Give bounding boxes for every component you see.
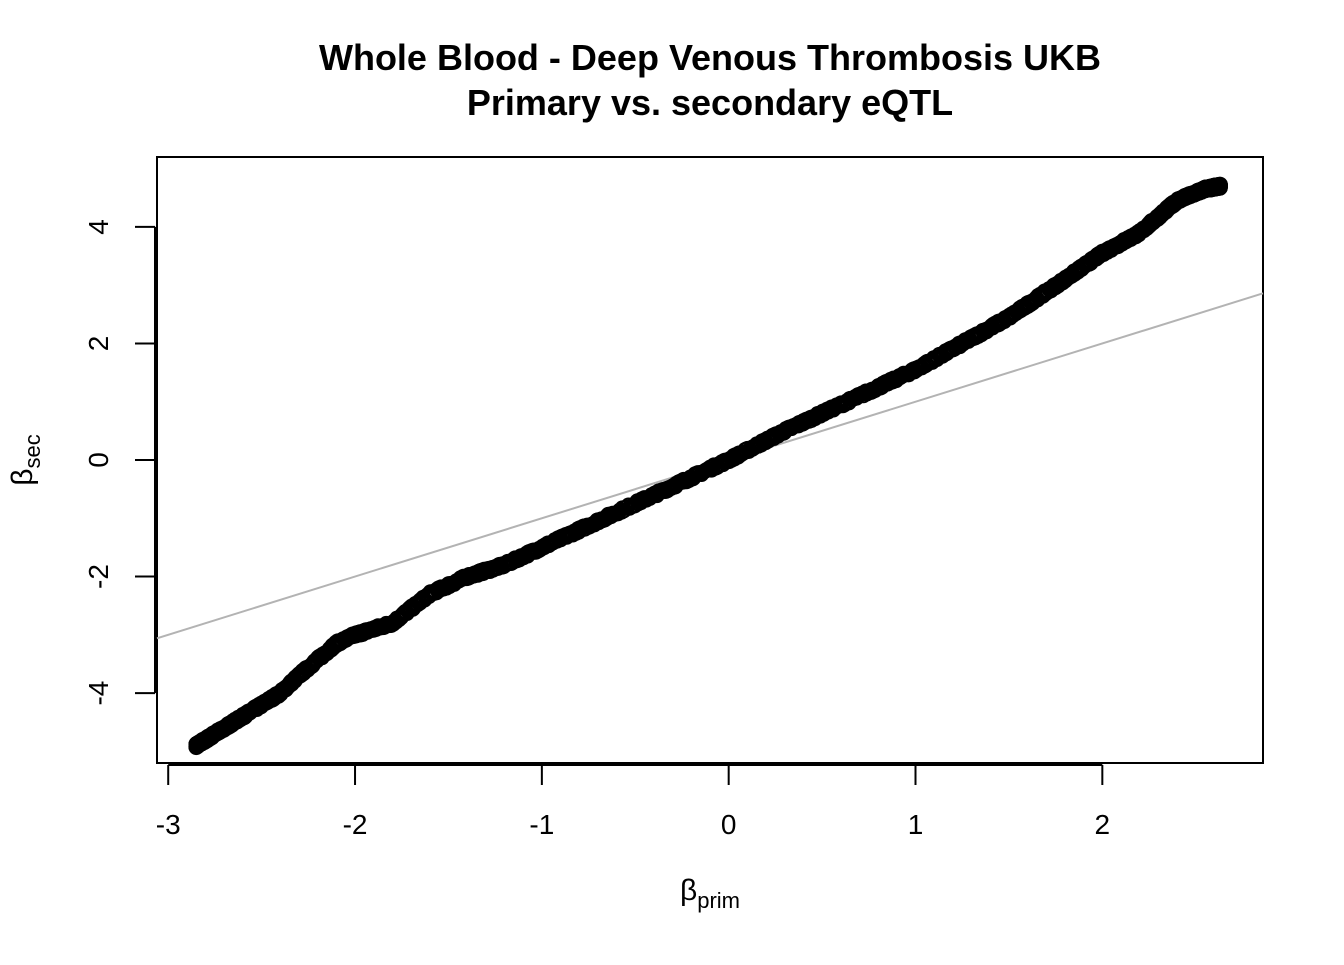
y-axis-label: βsec bbox=[6, 434, 45, 486]
x-tick-label: -2 bbox=[343, 809, 368, 840]
x-tick-label: 1 bbox=[908, 809, 924, 840]
x-tick-label: -3 bbox=[156, 809, 181, 840]
y-tick-label: 0 bbox=[83, 452, 114, 468]
x-axis-label-symbol: β bbox=[680, 874, 697, 907]
y-tick-label: -2 bbox=[83, 564, 114, 589]
x-axis: -3 -2 -1 0 1 2 bbox=[156, 764, 1111, 840]
chart-title: Whole Blood - Deep Venous Thrombosis UKB bbox=[319, 37, 1101, 78]
y-tick-label: 2 bbox=[83, 336, 114, 352]
y-tick-label: 4 bbox=[83, 219, 114, 235]
data-point bbox=[1212, 176, 1228, 193]
x-axis-label: βprim bbox=[680, 874, 740, 913]
y-axis: -4 -2 0 2 4 bbox=[83, 219, 156, 706]
y-axis-label-subscript: sec bbox=[20, 434, 45, 468]
x-axis-label-subscript: prim bbox=[697, 888, 740, 913]
x-tick-label: 2 bbox=[1095, 809, 1111, 840]
x-tick-label: -1 bbox=[529, 809, 554, 840]
y-tick-label: -4 bbox=[83, 681, 114, 706]
data-points bbox=[188, 176, 1228, 756]
chart-subtitle: Primary vs. secondary eQTL bbox=[467, 82, 953, 123]
plot-frame bbox=[156, 156, 1264, 764]
x-tick-label: 0 bbox=[721, 809, 737, 840]
y-axis-label-symbol: β bbox=[6, 468, 39, 485]
